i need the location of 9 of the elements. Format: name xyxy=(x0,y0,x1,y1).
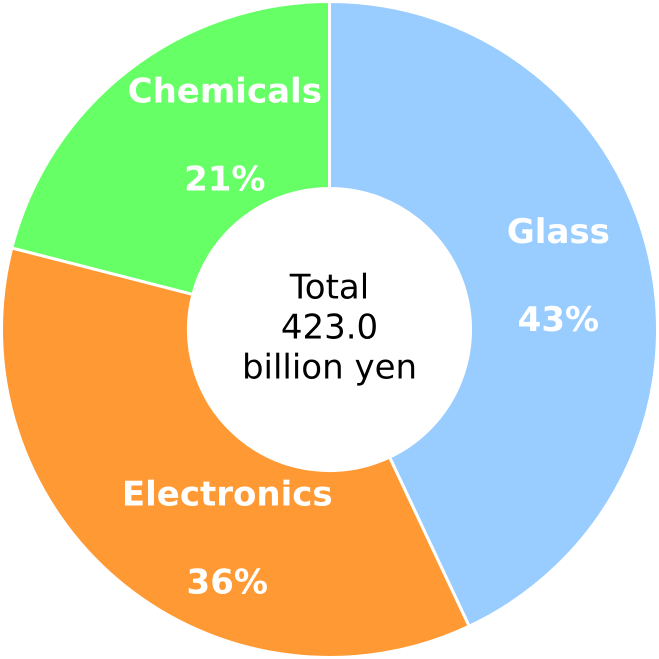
text: Total xyxy=(288,267,370,308)
text: billion yen xyxy=(242,347,418,388)
data-label: 21% xyxy=(184,160,266,200)
slice-label: Electronics xyxy=(122,474,333,514)
slice-label: Glass xyxy=(506,212,610,252)
data-label: 43% xyxy=(518,300,600,340)
slice-label: Chemicals xyxy=(128,72,322,112)
text: 423.0 xyxy=(280,307,378,348)
data-label: 36% xyxy=(186,562,268,602)
